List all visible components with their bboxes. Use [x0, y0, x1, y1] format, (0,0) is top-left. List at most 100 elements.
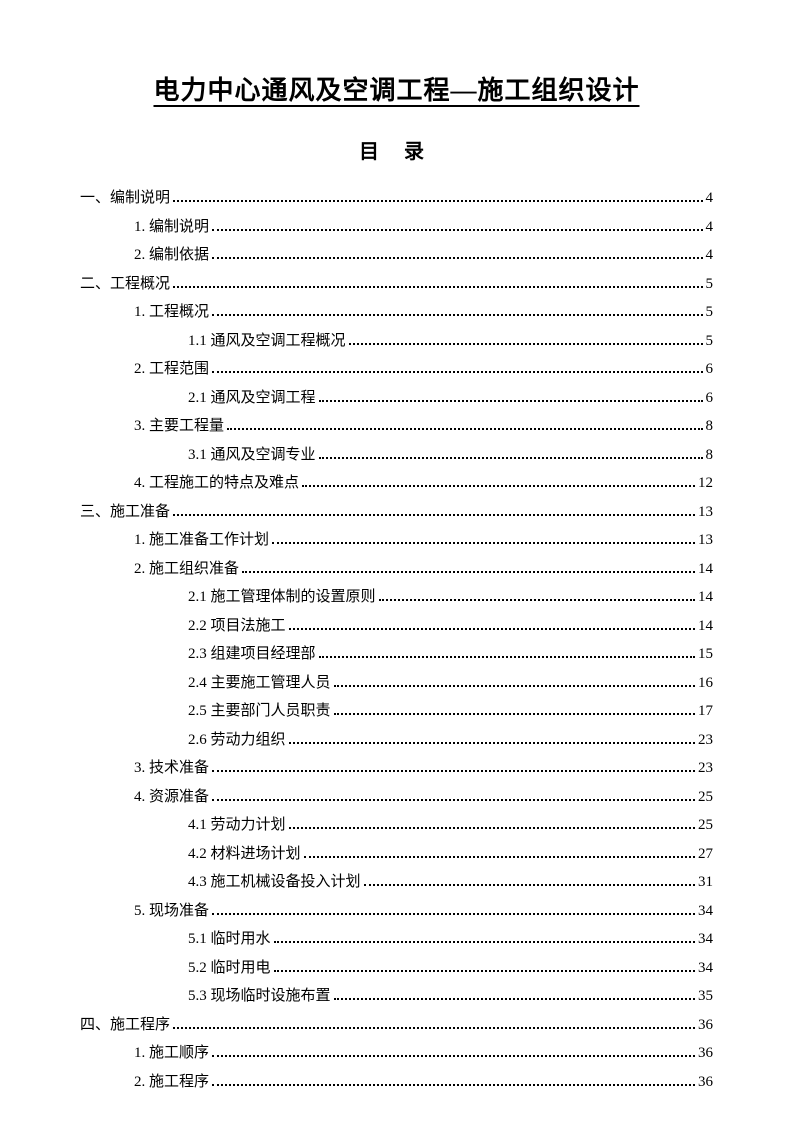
toc-entry: 一、编制说明 4 — [80, 184, 713, 213]
toc-entry-page: 12 — [698, 469, 713, 498]
toc-entry: 5.2 临时用电 34 — [80, 954, 713, 983]
toc-list: 一、编制说明41. 编制说明42. 编制依据4二、工程概况51. 工程概况51.… — [80, 184, 713, 1096]
toc-leader-dots — [274, 941, 695, 943]
toc-entry: 三、施工准备 13 — [80, 498, 713, 527]
toc-entry-page: 36 — [698, 1068, 713, 1097]
toc-entry-page: 25 — [698, 811, 713, 840]
toc-entry-label: 4.2 材料进场计划 — [188, 840, 301, 869]
toc-entry: 5.1 临时用水 34 — [80, 925, 713, 954]
toc-entry-label: 5.3 现场临时设施布置 — [188, 982, 331, 1011]
toc-leader-dots — [274, 970, 695, 972]
toc-leader-dots — [289, 742, 695, 744]
toc-entry-page: 35 — [698, 982, 713, 1011]
toc-entry: 4. 资源准备25 — [80, 783, 713, 812]
toc-entry: 二、工程概况5 — [80, 270, 713, 299]
toc-entry: 5. 现场准备34 — [80, 897, 713, 926]
toc-entry-page: 23 — [698, 726, 713, 755]
toc-entry-page: 5 — [706, 270, 714, 299]
toc-entry-label: 3.1 通风及空调专业 — [188, 441, 316, 470]
toc-entry-page: 4 — [706, 184, 714, 213]
toc-entry: 2. 编制依据4 — [80, 241, 713, 270]
toc-entry: 2.1 施工管理体制的设置原则 14 — [80, 583, 713, 612]
toc-entry: 3. 主要工程量8 — [80, 412, 713, 441]
toc-leader-dots — [242, 571, 695, 573]
toc-entry: 2.4 主要施工管理人员 16 — [80, 669, 713, 698]
toc-entry-label: 4. 资源准备 — [134, 783, 209, 812]
toc-entry: 4.3 施工机械设备投入计划 31 — [80, 868, 713, 897]
toc-entry-label: 2.2 项目法施工 — [188, 612, 286, 641]
toc-entry-page: 4 — [706, 213, 714, 242]
toc-entry-page: 14 — [698, 583, 713, 612]
toc-entry-label: 2.4 主要施工管理人员 — [188, 669, 331, 698]
toc-leader-dots — [212, 770, 695, 772]
toc-entry-label: 三、施工准备 — [80, 498, 170, 527]
toc-leader-dots — [349, 343, 703, 345]
toc-leader-dots — [334, 998, 695, 1000]
toc-leader-dots — [272, 542, 695, 544]
toc-entry-label: 2. 施工组织准备 — [134, 555, 239, 584]
toc-leader-dots — [227, 428, 702, 430]
toc-heading: 目 录 — [80, 135, 713, 164]
toc-entry-label: 3. 主要工程量 — [134, 412, 224, 441]
toc-entry-label: 2.1 施工管理体制的设置原则 — [188, 583, 376, 612]
toc-leader-dots — [212, 1084, 695, 1086]
toc-leader-dots — [173, 514, 695, 516]
toc-entry-page: 14 — [698, 555, 713, 584]
toc-entry: 4.2 材料进场计划 27 — [80, 840, 713, 869]
toc-entry-page: 13 — [698, 526, 713, 555]
toc-leader-dots — [173, 1027, 695, 1029]
toc-entry-page: 13 — [698, 498, 713, 527]
toc-entry: 2.6 劳动力组织23 — [80, 726, 713, 755]
toc-entry-page: 16 — [698, 669, 713, 698]
toc-entry-label: 4. 工程施工的特点及难点 — [134, 469, 299, 498]
toc-entry-label: 5.2 临时用电 — [188, 954, 271, 983]
toc-entry-label: 4.1 劳动力计划 — [188, 811, 286, 840]
toc-entry-label: 四、施工程序 — [80, 1011, 170, 1040]
toc-leader-dots — [379, 599, 695, 601]
toc-entry: 1.1 通风及空调工程概况5 — [80, 327, 713, 356]
toc-entry: 4.1 劳动力计划 25 — [80, 811, 713, 840]
toc-entry: 3. 技术准备23 — [80, 754, 713, 783]
toc-entry-page: 36 — [698, 1039, 713, 1068]
toc-entry-label: 1. 编制说明 — [134, 213, 209, 242]
toc-leader-dots — [304, 856, 695, 858]
toc-leader-dots — [212, 314, 702, 316]
toc-leader-dots — [289, 628, 695, 630]
toc-entry-page: 5 — [706, 298, 714, 327]
toc-entry-label: 4.3 施工机械设备投入计划 — [188, 868, 361, 897]
toc-leader-dots — [212, 229, 702, 231]
toc-leader-dots — [212, 799, 695, 801]
toc-entry-label: 1. 工程概况 — [134, 298, 209, 327]
toc-entry-label: 2.3 组建项目经理部 — [188, 640, 316, 669]
toc-entry: 3.1 通风及空调专业8 — [80, 441, 713, 470]
toc-entry-label: 5.1 临时用水 — [188, 925, 271, 954]
toc-entry-label: 1. 施工准备工作计划 — [134, 526, 269, 555]
toc-entry-page: 27 — [698, 840, 713, 869]
toc-entry-page: 6 — [706, 355, 714, 384]
toc-entry-page: 31 — [698, 868, 713, 897]
toc-leader-dots — [334, 713, 695, 715]
toc-entry-page: 17 — [698, 697, 713, 726]
toc-entry-page: 34 — [698, 925, 713, 954]
toc-leader-dots — [364, 884, 695, 886]
toc-entry-page: 36 — [698, 1011, 713, 1040]
toc-entry-page: 5 — [706, 327, 714, 356]
toc-entry-page: 34 — [698, 954, 713, 983]
toc-entry-label: 1. 施工顺序 — [134, 1039, 209, 1068]
toc-entry: 2.2 项目法施工14 — [80, 612, 713, 641]
toc-entry-label: 2. 施工程序 — [134, 1068, 209, 1097]
toc-leader-dots — [212, 371, 702, 373]
toc-entry: 四、施工程序 36 — [80, 1011, 713, 1040]
toc-entry-label: 3. 技术准备 — [134, 754, 209, 783]
toc-entry-page: 6 — [706, 384, 714, 413]
toc-entry-page: 15 — [698, 640, 713, 669]
toc-entry-label: 一、编制说明 — [80, 184, 170, 213]
toc-leader-dots — [212, 1055, 695, 1057]
toc-entry-label: 2. 工程范围 — [134, 355, 209, 384]
toc-entry-page: 34 — [698, 897, 713, 926]
toc-entry-label: 2. 编制依据 — [134, 241, 209, 270]
toc-entry: 2.1 通风及空调工程 6 — [80, 384, 713, 413]
toc-leader-dots — [334, 685, 695, 687]
toc-entry-label: 2.1 通风及空调工程 — [188, 384, 316, 413]
toc-entry: 2. 工程范围 6 — [80, 355, 713, 384]
